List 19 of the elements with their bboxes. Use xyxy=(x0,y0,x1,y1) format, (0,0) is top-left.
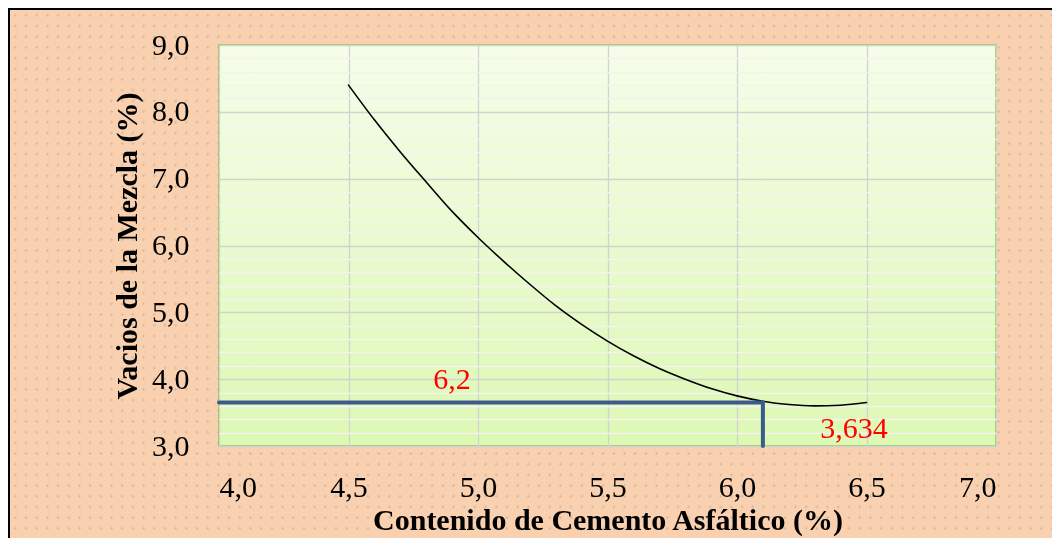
y-tick-label: 8,0 xyxy=(152,94,190,128)
x-tick-label: 7,0 xyxy=(959,469,997,503)
y-tick-label: 6,0 xyxy=(152,228,190,261)
x-tick-label: 5,5 xyxy=(589,469,627,503)
y-axis-title: Vacios de la Mezcla (%) xyxy=(110,92,144,400)
x-tick-label: 5,0 xyxy=(459,469,498,503)
x-tick-label: 4,5 xyxy=(330,469,368,503)
y-tick-label: 9,0 xyxy=(152,27,190,61)
y-tick-label: 7,0 xyxy=(152,161,190,195)
x-axis-title: Contenido de Cemento Asfáltico (%) xyxy=(373,502,843,537)
y-tick-label: 3,0 xyxy=(152,428,190,462)
x-tick-label: 4,0 xyxy=(219,469,257,503)
line-series xyxy=(347,84,868,407)
y-tick-label: 4,0 xyxy=(152,361,190,395)
x-tick-label: 6,0 xyxy=(718,469,757,503)
x-tick-label: 6,5 xyxy=(848,469,886,503)
annotation: 6,2 xyxy=(433,362,471,395)
y-tick-label: 5,0 xyxy=(152,294,190,328)
annotation: 3,634 xyxy=(820,411,888,444)
